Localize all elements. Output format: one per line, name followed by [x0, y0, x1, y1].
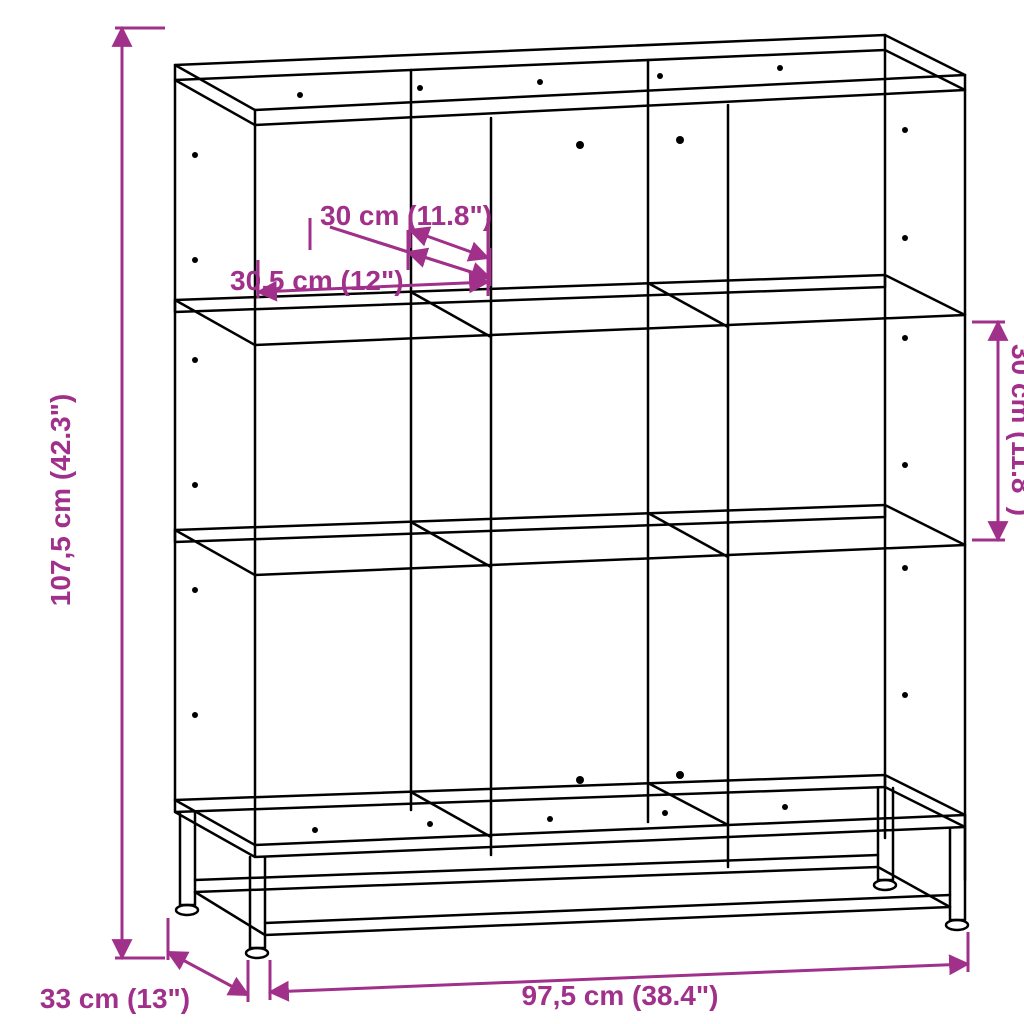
label-height: 107,5 cm (42.3") [45, 394, 76, 607]
label-width: 97,5 cm (38.4") [522, 980, 719, 1011]
label-cube-depth: 30 cm (11.8") [320, 200, 492, 231]
dimension-labels: 107,5 cm (42.3") 33 cm (13") 97,5 cm (38… [40, 200, 1024, 1014]
label-depth: 33 cm (13") [40, 983, 190, 1014]
dimension-drawing: 107,5 cm (42.3") 33 cm (13") 97,5 cm (38… [0, 0, 1024, 1024]
shelf-unit [175, 35, 968, 958]
label-cube-height: 30 cm (11.8") [1006, 344, 1024, 516]
label-cube-width: 30,5 cm (12") [230, 265, 404, 296]
